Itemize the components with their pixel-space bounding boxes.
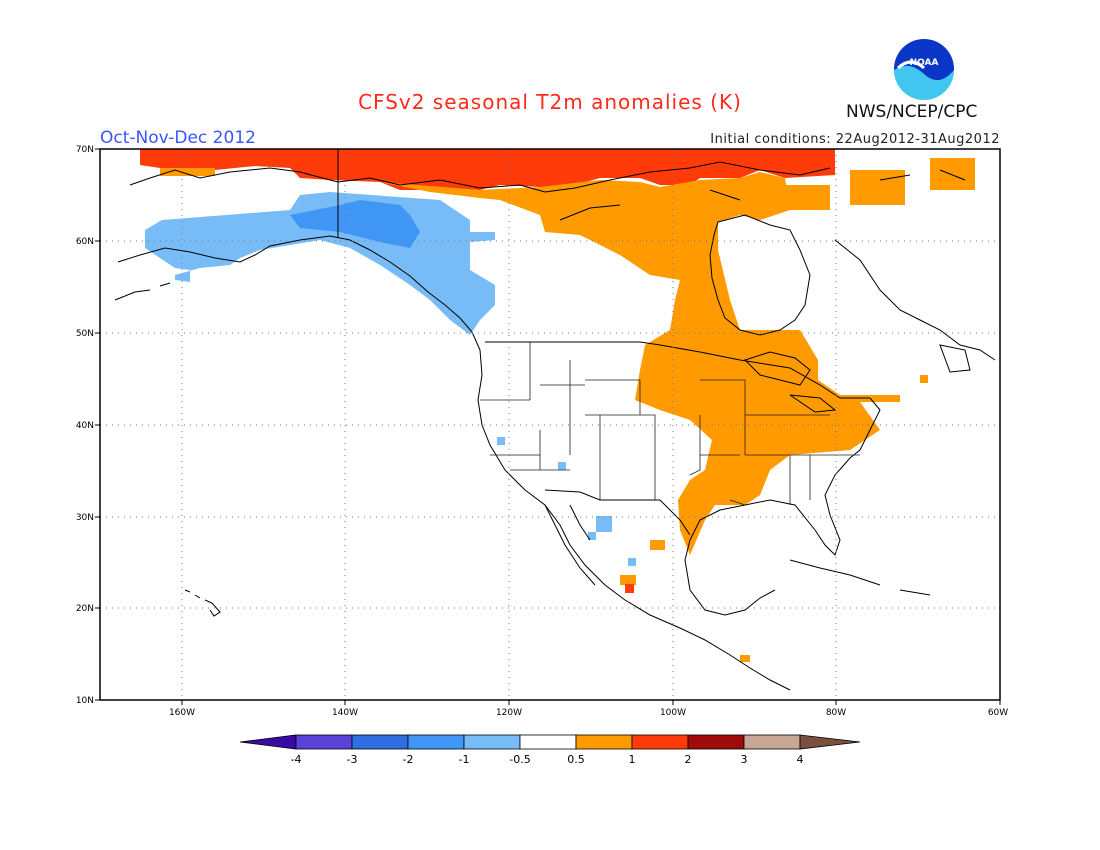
us-canada-border [485, 341, 870, 399]
gulf-coast [684, 499, 816, 616]
legend-label: -4 [291, 753, 302, 766]
hawaii [184, 589, 221, 617]
hudson-bay [709, 214, 811, 336]
labrador-coast [834, 239, 996, 361]
legend-swatch [463, 734, 521, 750]
legend-label: 3 [741, 753, 748, 766]
legend-labels: -4 -3 -2 -1 -0.5 0.5 1 2 3 4 [291, 753, 804, 766]
state-borders [480, 342, 860, 506]
lat-tick-label: 30N [76, 513, 94, 523]
initial-conditions: Initial conditions: 22Aug2012-31Aug2012 [710, 132, 1000, 147]
anomaly-region-cool [290, 200, 420, 248]
noaa-logo: NOAA [894, 39, 954, 100]
east-coast-us [814, 397, 881, 556]
lat-tick-label: 40N [76, 421, 94, 431]
great-lakes [744, 351, 837, 413]
lat-labels: 70N 60N 50N 40N 30N 20N 10N [76, 145, 94, 706]
legend-swatch-below-min [239, 734, 297, 750]
anomaly-region-mild-warm [620, 575, 636, 585]
alaska-southwest-coast [117, 235, 473, 333]
anomaly-region-mild-warm [650, 540, 665, 550]
logo-text: NOAA [910, 58, 939, 68]
legend-label: 0.5 [567, 753, 585, 766]
legend-swatch [519, 734, 577, 750]
legend-swatch [743, 734, 801, 750]
anomaly-region-warm [165, 175, 210, 185]
aleutians [114, 282, 171, 301]
anomaly-region-mild-cool [596, 516, 612, 532]
legend-label: -0.5 [509, 753, 530, 766]
forecast-period: Oct-Nov-Dec 2012 [100, 128, 256, 148]
arctic-coast-canada [337, 161, 831, 193]
anomaly-region-mild-warm [850, 170, 905, 205]
alaska-coast [129, 167, 339, 186]
anomaly-region-mild-cool [558, 462, 566, 470]
anomaly-region-mild-warm [920, 375, 928, 383]
cuba [789, 559, 881, 586]
lon-tick-label: 140W [332, 708, 358, 718]
anomaly-region-mild-cool [588, 532, 596, 540]
anomaly-region-mild-warm [380, 172, 900, 555]
anomaly-shading [140, 149, 975, 662]
lon-tick-label: 60W [988, 708, 1008, 718]
hispaniola [899, 589, 931, 596]
lon-tick-label: 160W [169, 708, 195, 718]
color-legend [239, 734, 861, 750]
canada-arctic-islands [559, 169, 966, 221]
anomaly-region-mild-warm [740, 655, 750, 662]
map-grid [100, 149, 1000, 700]
lon-tick-label: 80W [826, 708, 846, 718]
coastlines [114, 149, 996, 691]
west-coast-us [471, 331, 791, 691]
lat-tick-label: 50N [76, 329, 94, 339]
anomaly-region-mild-cool [628, 558, 636, 566]
newfoundland [939, 344, 971, 373]
us-mexico-border [544, 489, 691, 536]
lon-labels: 160W 140W 120W 100W 80W 60W [169, 708, 1008, 718]
tick-marks [95, 148, 1001, 705]
anomaly-region-mild-warm [785, 185, 830, 210]
lat-tick-label: 20N [76, 604, 94, 614]
legend-label: 2 [685, 753, 692, 766]
legend-swatch [575, 734, 633, 750]
anomaly-region-warm [625, 584, 634, 593]
lon-tick-label: 100W [660, 708, 686, 718]
legend-label: -3 [347, 753, 358, 766]
lon-tick-label: 120W [496, 708, 522, 718]
anomaly-region-warm [140, 149, 835, 190]
legend-label: -2 [403, 753, 414, 766]
legend-swatch-above-max [799, 734, 861, 750]
legend-label: 4 [797, 753, 804, 766]
legend-swatch [407, 734, 465, 750]
legend-label: -1 [459, 753, 470, 766]
anomaly-region-mild-cool [497, 437, 505, 445]
legend-swatch [687, 734, 745, 750]
agency-label: NWS/NCEP/CPC [846, 102, 978, 122]
legend-swatch [295, 734, 353, 750]
anomaly-region-mild-warm [930, 158, 975, 190]
map-title: CFSv2 seasonal T2m anomalies (K) [358, 90, 742, 114]
legend-label: 1 [629, 753, 636, 766]
lat-tick-label: 70N [76, 145, 94, 155]
legend-swatch [351, 734, 409, 750]
lat-tick-label: 60N [76, 237, 94, 247]
legend-swatch [631, 734, 689, 750]
baja-california [544, 504, 596, 586]
lat-tick-label: 10N [76, 696, 94, 706]
